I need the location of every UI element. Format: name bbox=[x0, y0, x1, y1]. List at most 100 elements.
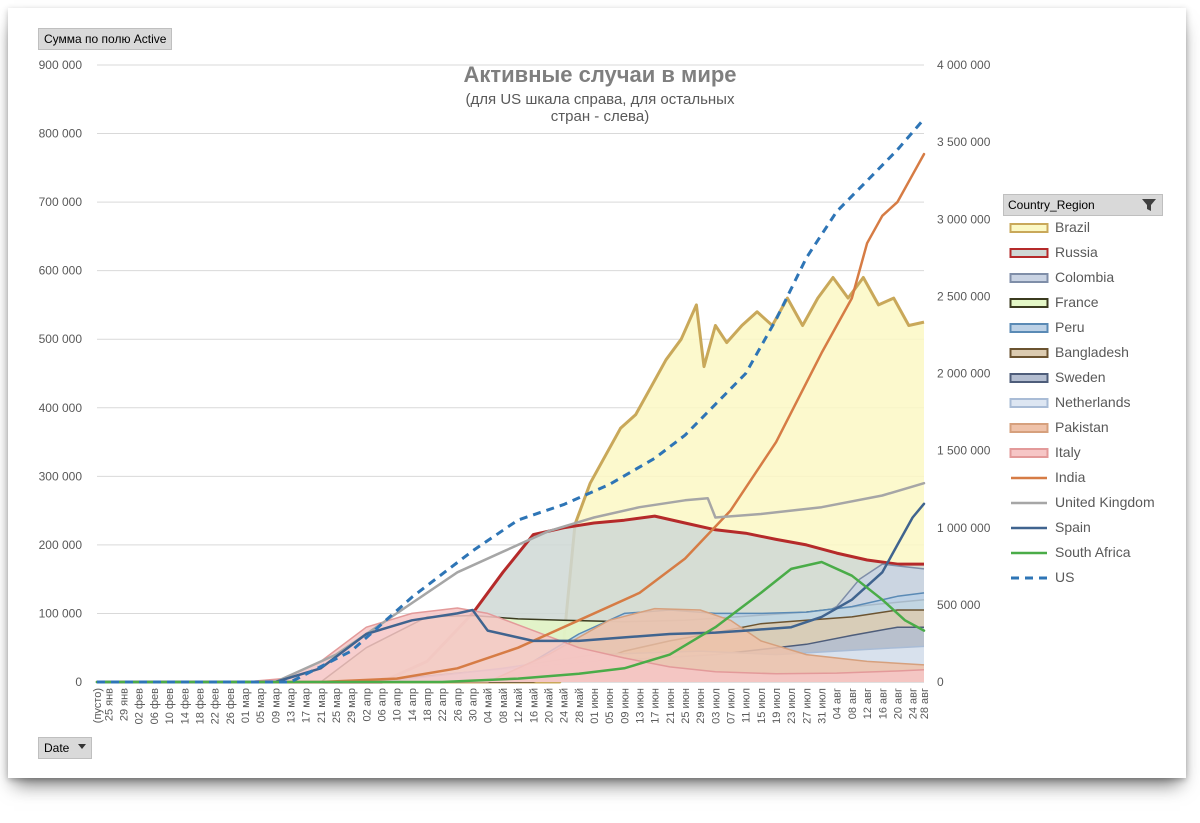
legend-swatch-rect bbox=[1009, 223, 1049, 233]
y-right-tick-label: 4 000 000 bbox=[937, 58, 991, 72]
x-tick-label: 30 апр bbox=[468, 688, 480, 721]
date-field-label: Date bbox=[44, 741, 70, 755]
value-field-button[interactable]: Сумма по полю Active bbox=[38, 28, 173, 50]
y-left-tick-label: 900 000 bbox=[39, 58, 83, 72]
legend-swatch-rect bbox=[1009, 323, 1049, 333]
legend-item-russia[interactable]: Russia bbox=[1003, 241, 1163, 266]
y-left-tick-label: 800 000 bbox=[39, 127, 83, 141]
area-series-layer bbox=[97, 276, 925, 684]
legend-label: Italy bbox=[1055, 444, 1081, 460]
y-left-tick-label: 100 000 bbox=[39, 606, 83, 620]
legend-label: South Africa bbox=[1055, 544, 1131, 560]
x-tick-label: 26 апр bbox=[452, 688, 464, 721]
legend-filter-button[interactable]: Country_Region bbox=[1003, 194, 1163, 216]
y-right-tick-label: 1 500 000 bbox=[937, 444, 991, 458]
legend-item-sweden[interactable]: Sweden bbox=[1003, 366, 1163, 391]
legend-swatch bbox=[1009, 298, 1049, 308]
legend-label: Netherlands bbox=[1055, 394, 1131, 410]
legend-item-brazil[interactable]: Brazil bbox=[1003, 216, 1163, 241]
x-tick-label: 12 авг bbox=[862, 688, 874, 719]
legend-swatch bbox=[1009, 398, 1049, 408]
x-tick-label: 22 фев bbox=[210, 688, 222, 724]
x-tick-label: 11 июл bbox=[741, 688, 753, 723]
y-axis-right: 0 500 000 1 000 000 1 500 000 2 000 000 2 500… bbox=[937, 58, 991, 689]
y-right-tick-label: 3 500 000 bbox=[937, 135, 991, 149]
x-tick-label: 04 авг bbox=[832, 688, 844, 719]
legend-swatch-rect bbox=[1009, 273, 1049, 283]
x-tick-label: 31 июл bbox=[817, 688, 829, 724]
x-tick-label: 09 июн bbox=[619, 688, 631, 724]
date-field-button[interactable]: Date bbox=[38, 737, 93, 759]
x-tick-label: 18 апр bbox=[422, 688, 434, 721]
legend-item-spain[interactable]: Spain bbox=[1003, 516, 1163, 541]
y-left-tick-label: 700 000 bbox=[39, 195, 83, 209]
x-tick-label: 16 май bbox=[528, 688, 540, 723]
legend-item-united-kingdom[interactable]: United Kingdom bbox=[1003, 491, 1163, 516]
legend-item-south-africa[interactable]: South Africa bbox=[1003, 541, 1163, 566]
legend-label: Brazil bbox=[1055, 219, 1091, 235]
y-right-tick-label: 2 000 000 bbox=[937, 367, 991, 381]
x-tick-label: 15 июл bbox=[756, 688, 768, 724]
x-tick-label: 09 мар bbox=[270, 688, 282, 723]
legend-label: France bbox=[1055, 294, 1099, 310]
legend-item-india[interactable]: India bbox=[1003, 466, 1163, 491]
legend-label: Pakistan bbox=[1055, 419, 1109, 435]
legend: Country_Region Brazil Russia Colombia Franc… bbox=[1003, 194, 1163, 591]
legend-field-label: Country_Region bbox=[1008, 198, 1095, 212]
y-left-tick-label: 500 000 bbox=[39, 332, 83, 346]
legend-label: Colombia bbox=[1055, 269, 1115, 285]
y-right-tick-label: 3 000 000 bbox=[937, 212, 991, 226]
legend-item-us[interactable]: US bbox=[1003, 566, 1163, 591]
x-axis: (пусто) 25 янв 29 янв 02 фев 06 фев 10 фев 14 … bbox=[92, 688, 931, 724]
y-left-tick-label: 400 000 bbox=[39, 401, 83, 415]
x-tick-label: 20 авг bbox=[892, 688, 904, 719]
legend-swatch-rect bbox=[1009, 348, 1049, 358]
x-tick-label: 13 июн bbox=[634, 688, 646, 724]
x-tick-label: 26 фев bbox=[225, 688, 237, 724]
x-tick-label: 17 июн bbox=[650, 688, 662, 724]
x-tick-label: 29 мар bbox=[346, 688, 358, 723]
legend-swatch bbox=[1009, 273, 1049, 283]
x-tick-label: 10 фев bbox=[164, 688, 176, 724]
x-tick-label: (пусто) bbox=[92, 688, 104, 723]
legend-swatch-rect bbox=[1009, 423, 1049, 433]
legend-item-colombia[interactable]: Colombia bbox=[1003, 266, 1163, 291]
legend-item-italy[interactable]: Italy bbox=[1003, 441, 1163, 466]
legend-swatch-rect bbox=[1009, 248, 1049, 258]
legend-label: India bbox=[1055, 469, 1086, 485]
legend-item-bangladesh[interactable]: Bangladesh bbox=[1003, 341, 1163, 366]
x-tick-label: 12 май bbox=[513, 688, 525, 723]
x-tick-label: 02 апр bbox=[361, 688, 373, 721]
line-series-layer bbox=[95, 118, 926, 684]
y-left-tick-label: 200 000 bbox=[39, 538, 83, 552]
x-tick-label: 08 авг bbox=[847, 688, 859, 719]
x-tick-label: 04 май bbox=[483, 688, 495, 723]
legend-swatch bbox=[1009, 448, 1049, 458]
legend-label: Bangladesh bbox=[1055, 344, 1129, 360]
legend-swatch bbox=[1011, 501, 1047, 505]
x-tick-label: 22 апр bbox=[437, 688, 449, 721]
x-tick-label: 23 июл bbox=[786, 688, 798, 724]
legend-item-pakistan[interactable]: Pakistan bbox=[1003, 416, 1163, 441]
legend-swatch-rect bbox=[1009, 398, 1049, 408]
legend-item-france[interactable]: France bbox=[1003, 291, 1163, 316]
x-tick-label: 14 фев bbox=[179, 688, 191, 724]
y-left-tick-label: 0 bbox=[75, 675, 82, 689]
legend-swatch bbox=[1009, 248, 1049, 258]
x-tick-label: 20 май bbox=[543, 688, 555, 723]
x-tick-label: 25 мар bbox=[331, 688, 343, 723]
area-fill-italy bbox=[97, 608, 924, 682]
x-tick-label: 01 июн bbox=[589, 688, 601, 724]
legend-swatch bbox=[1011, 576, 1047, 580]
legend-label: Sweden bbox=[1055, 369, 1106, 385]
chart-title: Активные случаи в мире bbox=[463, 62, 736, 87]
legend-swatch bbox=[1011, 551, 1047, 555]
legend-item-netherlands[interactable]: Netherlands bbox=[1003, 391, 1163, 416]
legend-label: United Kingdom bbox=[1055, 494, 1155, 510]
x-tick-label: 25 янв bbox=[103, 688, 115, 721]
x-tick-label: 03 июл bbox=[710, 688, 722, 724]
x-tick-label: 21 мар bbox=[316, 688, 328, 723]
legend-items: Brazil Russia Colombia France Peru Bangladesh… bbox=[1003, 216, 1163, 591]
legend-item-peru[interactable]: Peru bbox=[1003, 316, 1163, 341]
legend-label: Russia bbox=[1055, 244, 1098, 260]
